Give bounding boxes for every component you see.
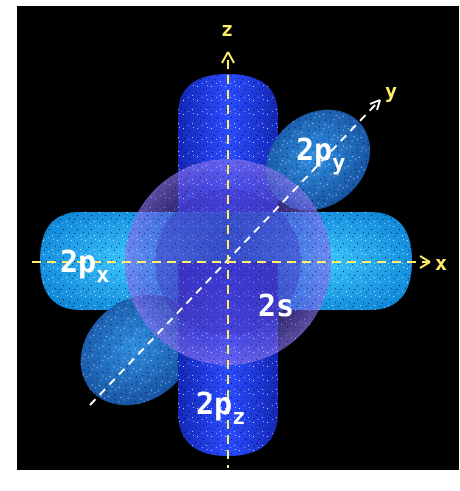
y-axis-arrow-icon bbox=[369, 99, 381, 111]
s-label: 2s bbox=[258, 289, 294, 324]
pz-label: 2pz bbox=[196, 387, 245, 430]
px-label: 2px bbox=[60, 245, 109, 288]
z-axis-label: z bbox=[221, 17, 233, 41]
y-axis-label: y bbox=[385, 79, 397, 103]
x-axis-arrow-icon bbox=[419, 255, 431, 269]
x-axis-label: x bbox=[435, 251, 447, 275]
z-axis-arrow-icon bbox=[221, 51, 235, 64]
py-label: 2py bbox=[296, 133, 345, 176]
